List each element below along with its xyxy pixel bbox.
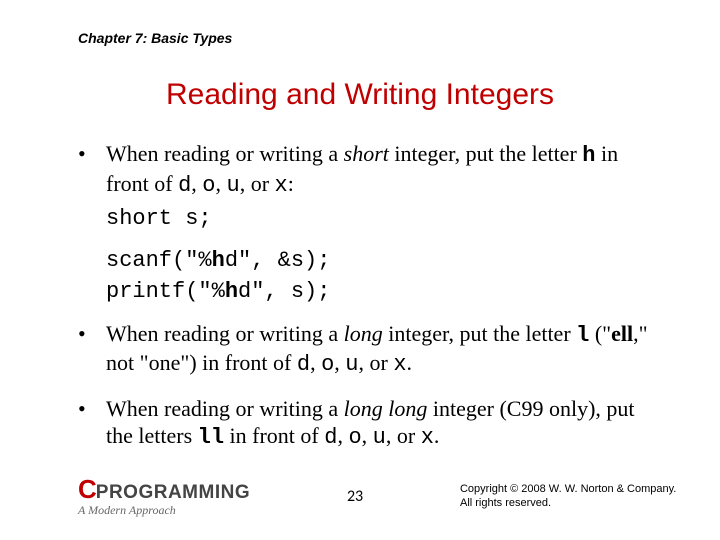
code-line-2: scanf("%hd", &s); — [106, 247, 665, 275]
text: (" — [589, 321, 611, 346]
code-bold: h — [212, 248, 225, 273]
code-d: d — [297, 352, 310, 377]
code-o: o — [321, 352, 334, 377]
text: , — [337, 423, 348, 448]
code: d", &s); — [225, 248, 331, 273]
bullet-3-text: When reading or writing a long long inte… — [106, 395, 665, 452]
slide-title: Reading and Writing Integers — [0, 78, 720, 112]
text: , or — [240, 171, 275, 196]
text: , — [191, 171, 202, 196]
text: , — [216, 171, 227, 196]
text-em: short — [344, 141, 389, 166]
code: d", s); — [238, 279, 330, 304]
text-em: long long — [344, 396, 428, 421]
code-x: x — [421, 425, 434, 450]
text: , — [310, 350, 321, 375]
text: . — [434, 423, 440, 448]
logo: CPROGRAMMING A Modern Approach — [78, 474, 250, 518]
code-x: x — [275, 173, 288, 198]
text: in front of — [224, 423, 324, 448]
copyright-line-1: Copyright © 2008 W. W. Norton & Company. — [460, 482, 680, 496]
text: When reading or writing a — [106, 396, 344, 421]
bullet-mark: • — [78, 320, 106, 379]
bullet-mark: • — [78, 395, 106, 452]
bullet-1-text: When reading or writing a short integer,… — [106, 140, 665, 199]
footer: CPROGRAMMING A Modern Approach 23 Copyri… — [78, 474, 680, 518]
content-area: • When reading or writing a short intege… — [78, 140, 665, 458]
code: scanf("% — [106, 248, 212, 273]
copyright: Copyright © 2008 W. W. Norton & Company.… — [460, 482, 680, 511]
code-d: d — [324, 425, 337, 450]
text: , — [334, 350, 345, 375]
text-em: long — [344, 321, 383, 346]
code-x: x — [393, 352, 406, 377]
page-number: 23 — [347, 487, 363, 506]
text: When reading or writing a — [106, 321, 344, 346]
code-h: h — [582, 143, 595, 168]
code-d: d — [178, 173, 191, 198]
code-bold: h — [225, 279, 238, 304]
text: , — [362, 423, 373, 448]
chapter-header: Chapter 7: Basic Types — [78, 30, 232, 46]
code-ll: ll — [198, 425, 224, 450]
text: integer, put the letter — [383, 321, 576, 346]
bullet-1: • When reading or writing a short intege… — [78, 140, 665, 199]
bullet-3: • When reading or writing a long long in… — [78, 395, 665, 452]
code: printf("% — [106, 279, 225, 304]
bullet-2-text: When reading or writing a long integer, … — [106, 320, 665, 379]
code-o: o — [348, 425, 361, 450]
bullet-2: • When reading or writing a long integer… — [78, 320, 665, 379]
code-o: o — [202, 173, 215, 198]
logo-c: C — [78, 474, 96, 505]
code-u: u — [345, 352, 358, 377]
code-line-3: printf("%hd", s); — [106, 278, 665, 306]
bullet-mark: • — [78, 140, 106, 199]
text: , or — [386, 423, 421, 448]
code-u: u — [373, 425, 386, 450]
text: integer, put the letter — [389, 141, 582, 166]
code-l: l — [576, 323, 589, 348]
copyright-line-2: All rights reserved. — [460, 496, 680, 510]
text: : — [288, 171, 294, 196]
text-bold: ell — [611, 321, 633, 346]
code-u: u — [227, 173, 240, 198]
text: , or — [358, 350, 393, 375]
logo-text: PROGRAMMING — [96, 482, 250, 504]
code-line-1: short s; — [106, 205, 665, 233]
text: When reading or writing a — [106, 141, 344, 166]
logo-subtitle: A Modern Approach — [78, 503, 250, 518]
text: . — [407, 350, 413, 375]
